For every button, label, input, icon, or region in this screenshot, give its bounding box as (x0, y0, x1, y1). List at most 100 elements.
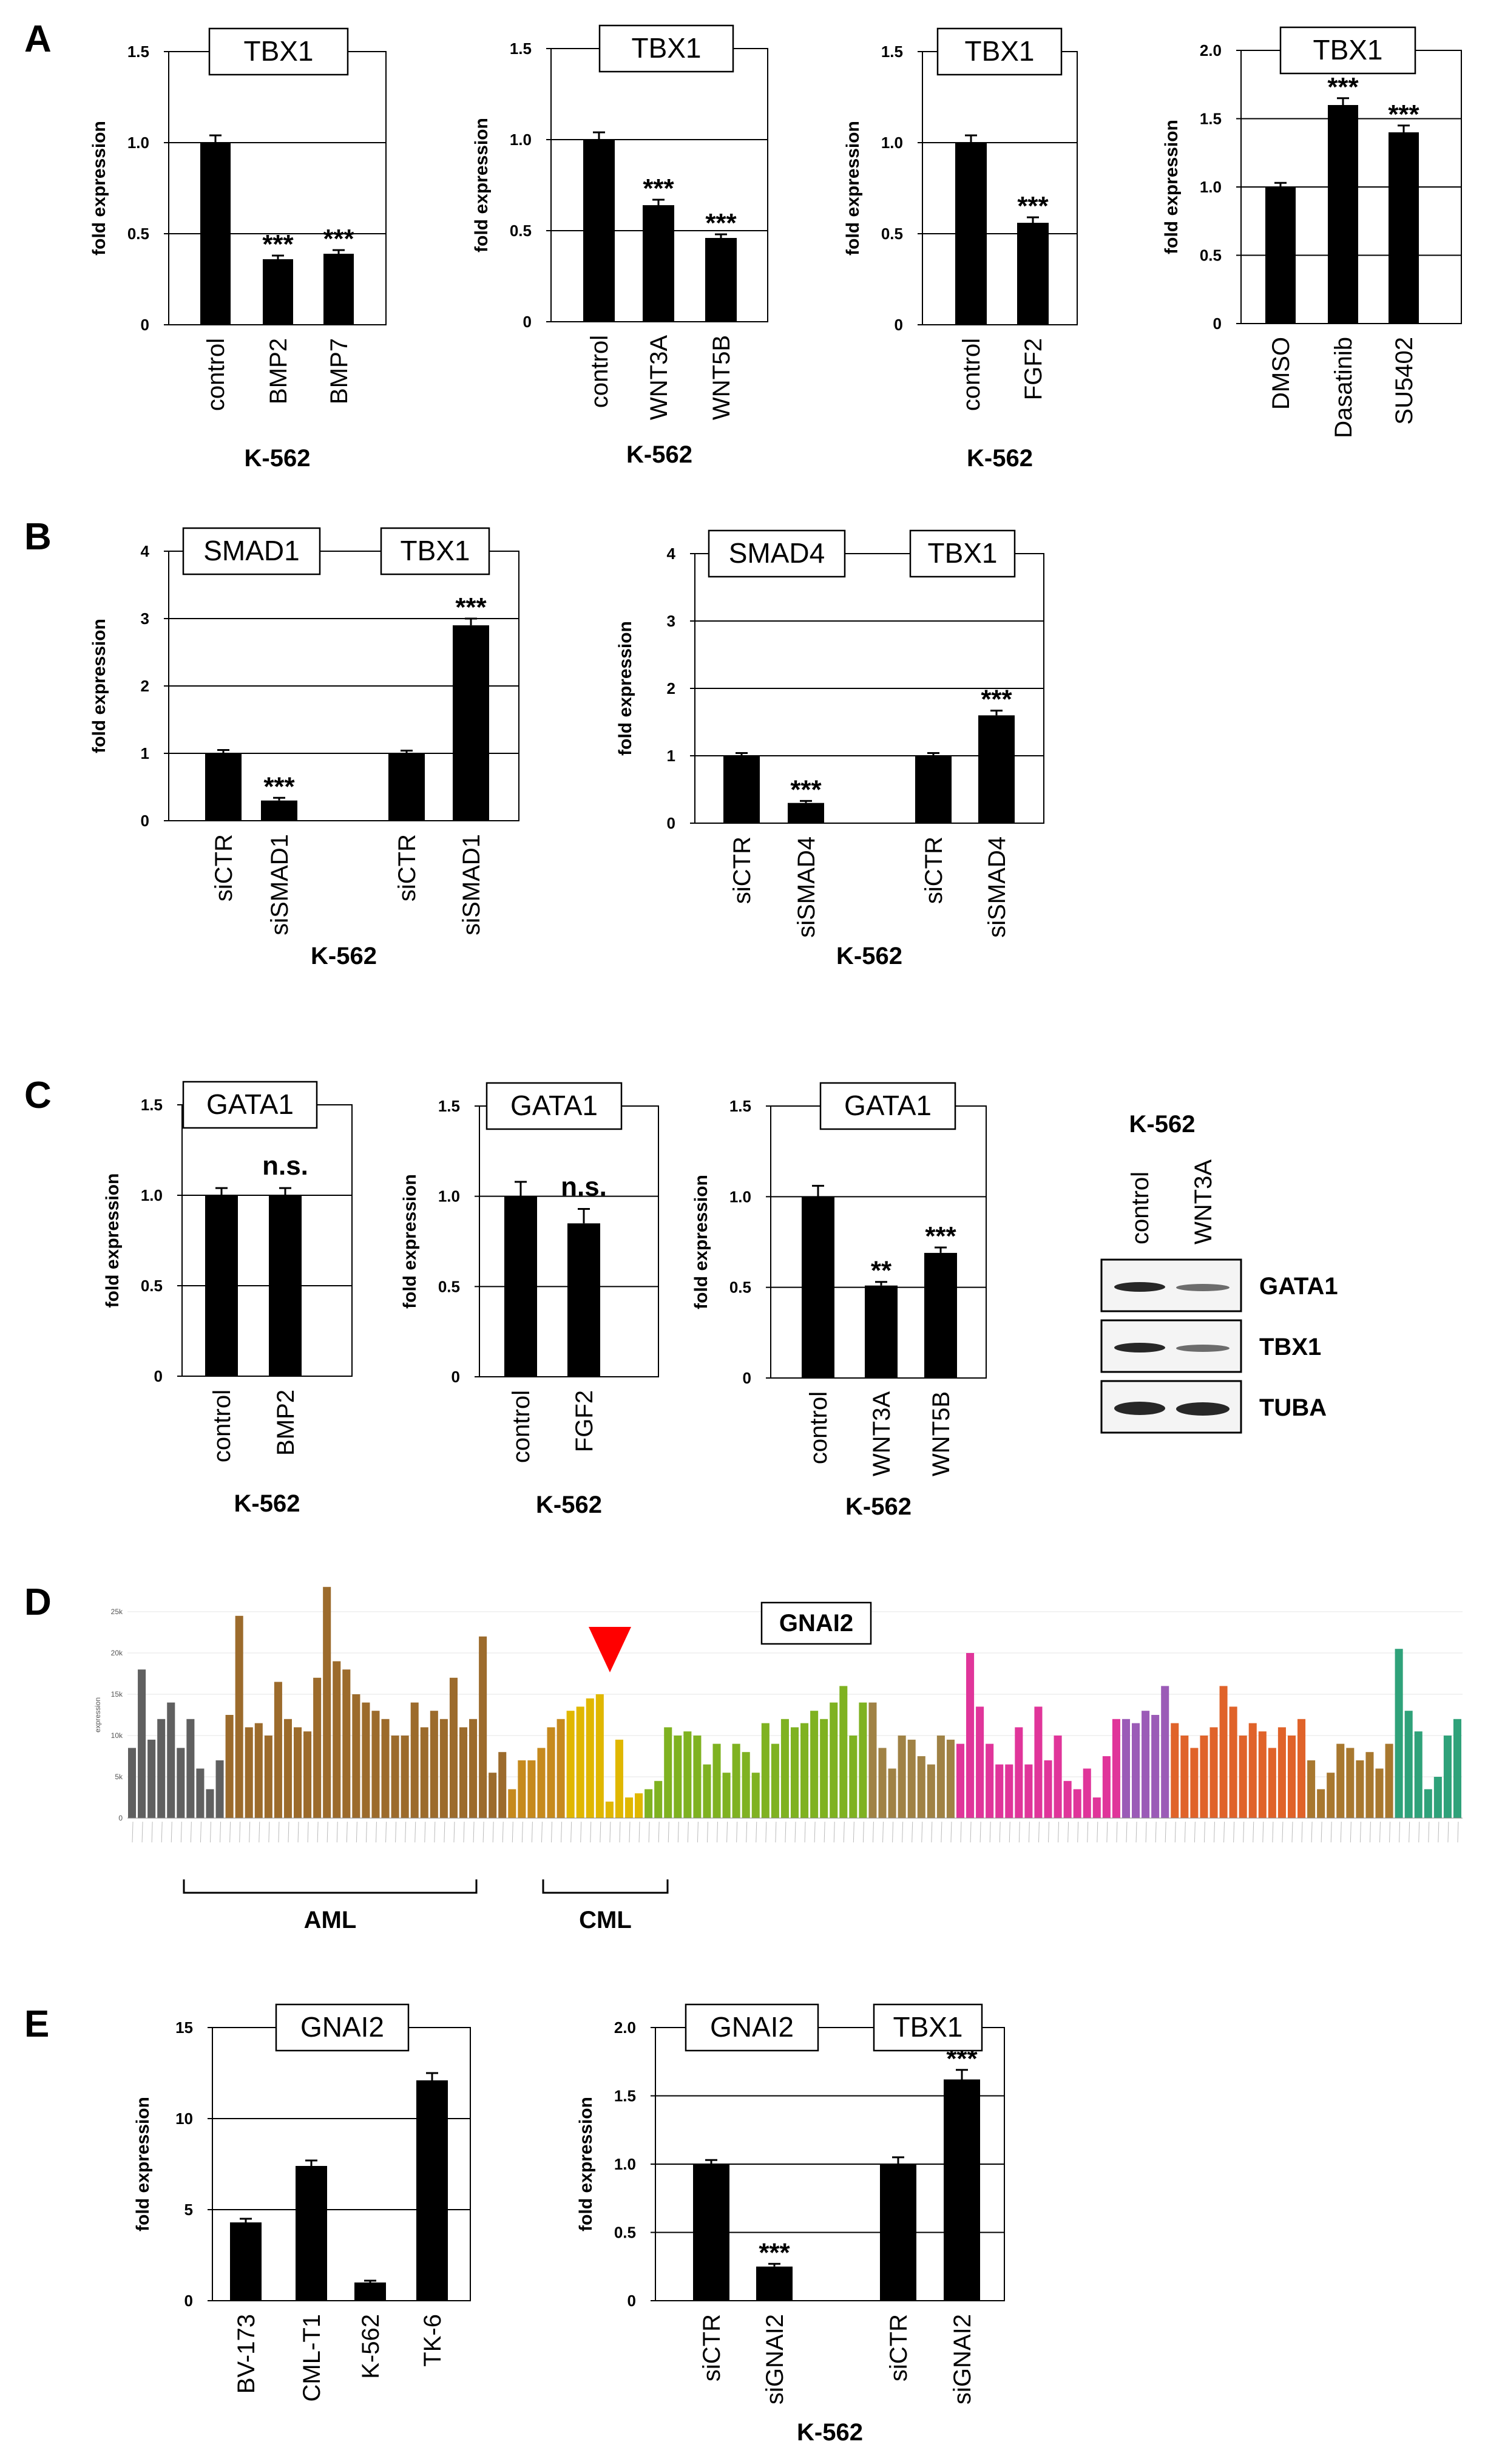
y-tick-label: 10 (175, 2109, 193, 2128)
y-tick-label: 1.5 (729, 1097, 751, 1115)
expression-bar (1287, 1736, 1296, 1818)
cell-line-tick (1106, 1821, 1108, 1843)
cell-line-tick (706, 1821, 708, 1843)
y-tick-label: 1.5 (438, 1097, 460, 1115)
expression-bar (1044, 1760, 1052, 1818)
expression-bar (635, 1793, 643, 1818)
y-tick-label: 3 (667, 612, 675, 630)
significance-label: *** (705, 208, 737, 238)
cell-line-tick (1350, 1821, 1351, 1843)
cell-line-tick (756, 1821, 757, 1843)
cell-line-tick (365, 1821, 367, 1843)
y-tick-label: 2 (667, 679, 675, 697)
bar (230, 2222, 262, 2301)
chart-c-8: 0 0.5 1.0 1.5 fold expression control n.s. FGF2… (400, 1082, 659, 1518)
cell-line-tick (609, 1821, 611, 1843)
cell-line-tick (229, 1821, 231, 1843)
cell-line-tick (658, 1821, 660, 1843)
gene-label-box (485, 1082, 623, 1130)
expression-bar (362, 1702, 370, 1818)
gene-label-box (598, 24, 734, 73)
significance-label: *** (981, 685, 1012, 714)
cell-line-tick (326, 1821, 328, 1843)
y-tick-label: 0 (141, 812, 149, 830)
category-label: BMP7 (326, 338, 353, 404)
chart-a-4: 0 0.5 1.0 1.5 2.0 fold expression DMSO *** Dasat… (1162, 26, 1462, 438)
gene-label-box (909, 529, 1016, 578)
panel-letters: A B C D E (24, 18, 52, 2045)
expression-bar (615, 1739, 623, 1818)
expression-bar (1121, 1719, 1131, 1818)
expression-bar (196, 1768, 205, 1818)
y-tick-label: 0 (628, 2292, 636, 2310)
cell-line-tick (541, 1821, 543, 1843)
expression-bar (537, 1748, 546, 1818)
y-tick-label: 0 (667, 814, 675, 832)
cell-line-tick (249, 1821, 251, 1843)
significance-label: *** (1388, 100, 1419, 129)
bar (756, 2266, 793, 2301)
bar (705, 238, 737, 322)
expression-bar (956, 1743, 965, 1818)
bar (269, 1195, 302, 1376)
blot-row-label: TBX1 (1259, 1334, 1321, 1360)
expression-bar (293, 1727, 302, 1818)
expression-bar (1005, 1764, 1013, 1818)
cell-line-tick (385, 1821, 387, 1843)
expression-bar (1102, 1756, 1111, 1818)
cell-line-tick (1214, 1821, 1216, 1843)
y-tick-label: 1.0 (614, 2155, 636, 2173)
significance-label: *** (759, 2238, 790, 2267)
cell-line-tick (814, 1821, 816, 1843)
bar (296, 2166, 327, 2301)
blot-band (1176, 1402, 1230, 1416)
expression-bar (936, 1736, 945, 1818)
cell-line-tick (1174, 1821, 1176, 1843)
cell-line-tick (697, 1821, 699, 1843)
expression-bar (469, 1719, 478, 1818)
expression-bar (391, 1736, 399, 1818)
significance-label: *** (1017, 191, 1049, 221)
expression-bar (518, 1760, 526, 1818)
expression-bar (839, 1686, 848, 1818)
panel-letter-d: D (24, 1581, 52, 1623)
gene-label: TBX1 (1313, 34, 1382, 66)
expression-bar (1404, 1711, 1413, 1818)
expression-bar (771, 1743, 779, 1818)
expression-bar (128, 1748, 137, 1818)
cell-line-tick (141, 1821, 143, 1843)
gene-label-box (685, 2003, 819, 2052)
expression-bar (167, 1702, 175, 1818)
expression-bar (1443, 1736, 1452, 1818)
gene-label: GATA1 (844, 1090, 932, 1121)
cell-line-tick (1155, 1821, 1157, 1843)
gene-label-box (182, 527, 321, 575)
significance-label: *** (1327, 72, 1359, 102)
expression-bar (732, 1743, 740, 1818)
expression-bar (186, 1719, 195, 1818)
category-label: siSMAD1 (266, 834, 293, 935)
expression-bar (674, 1736, 682, 1818)
group-label: AML (304, 1907, 357, 1933)
category-label: siGNAI2 (762, 2314, 788, 2405)
category-label: siSMAD4 (984, 837, 1010, 938)
cell-line-tick (297, 1821, 299, 1843)
y-tick-label: 0 (1213, 314, 1222, 333)
expression-bar (1356, 1760, 1364, 1818)
chart-c-7: 0 0.5 1.0 1.5 fold expression control n.s. BMP2… (103, 1081, 353, 1517)
category-label: control (586, 335, 613, 408)
expression-bar (147, 1739, 156, 1818)
expression-bar (742, 1752, 750, 1818)
category-label: control (958, 338, 985, 411)
cell-line-tick (521, 1821, 523, 1843)
expression-bar (157, 1719, 166, 1818)
blot-lane-label: control (1127, 1172, 1154, 1244)
cell-line-tick (941, 1821, 942, 1843)
y-tick-label: 1.5 (614, 2087, 636, 2105)
expression-bar (138, 1669, 146, 1818)
cell-line-tick (414, 1821, 416, 1843)
group-bracket (542, 1879, 669, 1894)
expression-bar (693, 1736, 702, 1818)
gene-label-box (380, 527, 490, 575)
